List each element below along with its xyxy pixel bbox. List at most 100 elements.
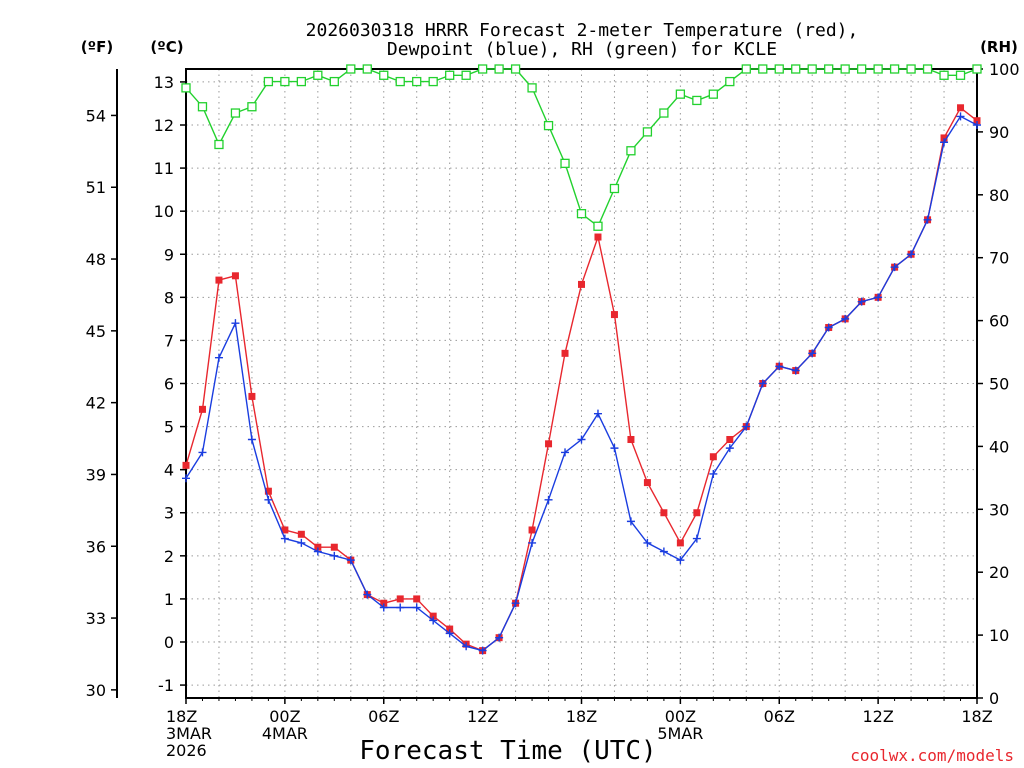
celsius-unit-label: (ºC) xyxy=(150,38,183,56)
celsius-tick-label: -1 xyxy=(158,676,174,695)
dewpoint-point xyxy=(824,323,833,332)
temperature-point xyxy=(676,539,684,547)
rh-point xyxy=(560,158,570,169)
temperature-point xyxy=(940,134,948,142)
temperature-point xyxy=(545,440,553,448)
temperature-point xyxy=(198,405,206,413)
x-tick-label: 00Z xyxy=(269,707,300,726)
dewpoint-point xyxy=(214,353,223,362)
temperature-point xyxy=(248,392,256,400)
rh-point xyxy=(741,64,751,74)
temperature-point xyxy=(231,272,239,280)
rh-point xyxy=(758,64,768,74)
rh-point xyxy=(939,70,949,80)
dewpoint-point xyxy=(182,474,190,483)
dewpoint-point xyxy=(264,495,273,504)
fahrenheit-tick-label: 45 xyxy=(86,322,106,341)
dewpoint-point xyxy=(297,538,306,547)
temperature-point xyxy=(660,509,668,517)
celsius-tick-label: 0 xyxy=(164,633,174,652)
rh-point xyxy=(510,64,521,74)
dewpoint-point xyxy=(577,435,586,444)
rh-point xyxy=(395,76,405,87)
rh-unit-label: (RH) xyxy=(980,38,1018,56)
dewpoint-point xyxy=(890,263,899,272)
temperature-point xyxy=(380,599,388,607)
dewpoint-point xyxy=(561,448,570,457)
rh-point xyxy=(626,146,636,156)
rh-point xyxy=(477,64,488,74)
temperature-point xyxy=(693,509,701,517)
rh-point xyxy=(840,64,850,74)
rh-point xyxy=(708,89,718,99)
temperature-point xyxy=(610,311,618,319)
rh-point xyxy=(692,95,702,106)
rh-point xyxy=(527,83,537,93)
celsius-tick-label: 1 xyxy=(164,590,174,609)
dewpoint-point xyxy=(313,547,322,556)
rh-tick-label: 90 xyxy=(989,123,1009,142)
rh-point xyxy=(428,76,438,87)
rh-point xyxy=(873,64,883,74)
dewpoint-point xyxy=(429,616,438,625)
rh-tick-label: 80 xyxy=(989,186,1009,205)
rh-tick-label: 40 xyxy=(989,437,1009,456)
rh-point xyxy=(296,76,307,87)
rh-point xyxy=(280,76,290,87)
axes: -101234567891011121330333639424548515401… xyxy=(86,60,1020,760)
dewpoint-point xyxy=(528,538,537,547)
dewpoint-point xyxy=(907,250,916,259)
dewpoint-point xyxy=(808,349,817,358)
x-tick-label: 3MAR xyxy=(166,724,212,743)
fahrenheit-unit-label: (ºF) xyxy=(81,38,113,56)
rh-point xyxy=(955,70,966,80)
dewpoint-point xyxy=(280,534,289,543)
rh-point xyxy=(922,64,933,74)
rh-point xyxy=(642,127,653,137)
fahrenheit-tick-label: 51 xyxy=(86,178,106,197)
rh-tick-label: 0 xyxy=(989,689,999,708)
celsius-tick-label: 10 xyxy=(154,202,174,221)
rh-point xyxy=(181,83,191,93)
rh-point xyxy=(461,70,471,80)
dewpoint-point xyxy=(544,495,553,504)
temperature-point xyxy=(973,117,981,125)
temperature-point xyxy=(561,349,569,357)
rh-point xyxy=(725,76,735,87)
rh-tick-label: 100 xyxy=(989,60,1020,79)
celsius-tick-label: 3 xyxy=(164,504,174,523)
celsius-tick-label: 12 xyxy=(154,116,174,135)
dewpoint-point xyxy=(198,448,207,457)
rh-tick-label: 60 xyxy=(989,312,1009,331)
celsius-tick-label: 8 xyxy=(164,288,174,307)
fahrenheit-tick-label: 48 xyxy=(86,250,106,269)
rh-point xyxy=(412,76,422,87)
chart-title-line-2: Dewpoint (blue), RH (green) for KCLE xyxy=(387,39,777,60)
dewpoint-point xyxy=(692,534,701,543)
rh-point xyxy=(889,64,900,74)
rh-point xyxy=(379,70,389,80)
temperature-point xyxy=(314,543,322,551)
chart-title-line-1: 2026030318 HRRR Forecast 2-meter Tempera… xyxy=(306,20,859,41)
rh-point xyxy=(247,102,257,112)
dewpoint-point xyxy=(940,138,949,147)
rh-point xyxy=(774,64,784,74)
rh-tick-label: 30 xyxy=(989,500,1009,519)
dewpoint-point xyxy=(346,556,355,565)
x-tick-label: 18Z xyxy=(961,707,992,726)
temperature-point xyxy=(281,526,289,534)
dewpoint-point xyxy=(725,444,734,453)
dewpoint-point xyxy=(956,112,965,121)
temperature-point xyxy=(594,233,602,241)
dewpoint-point xyxy=(626,517,635,526)
temperature-point xyxy=(528,526,536,534)
celsius-tick-label: 2 xyxy=(164,547,174,566)
temperature-point xyxy=(182,461,190,469)
celsius-tick-label: 6 xyxy=(164,375,174,394)
series-layer xyxy=(181,64,982,655)
rh-point xyxy=(494,64,504,74)
rh-line xyxy=(185,68,978,228)
temperature-point xyxy=(957,104,965,112)
rh-point xyxy=(675,89,686,99)
